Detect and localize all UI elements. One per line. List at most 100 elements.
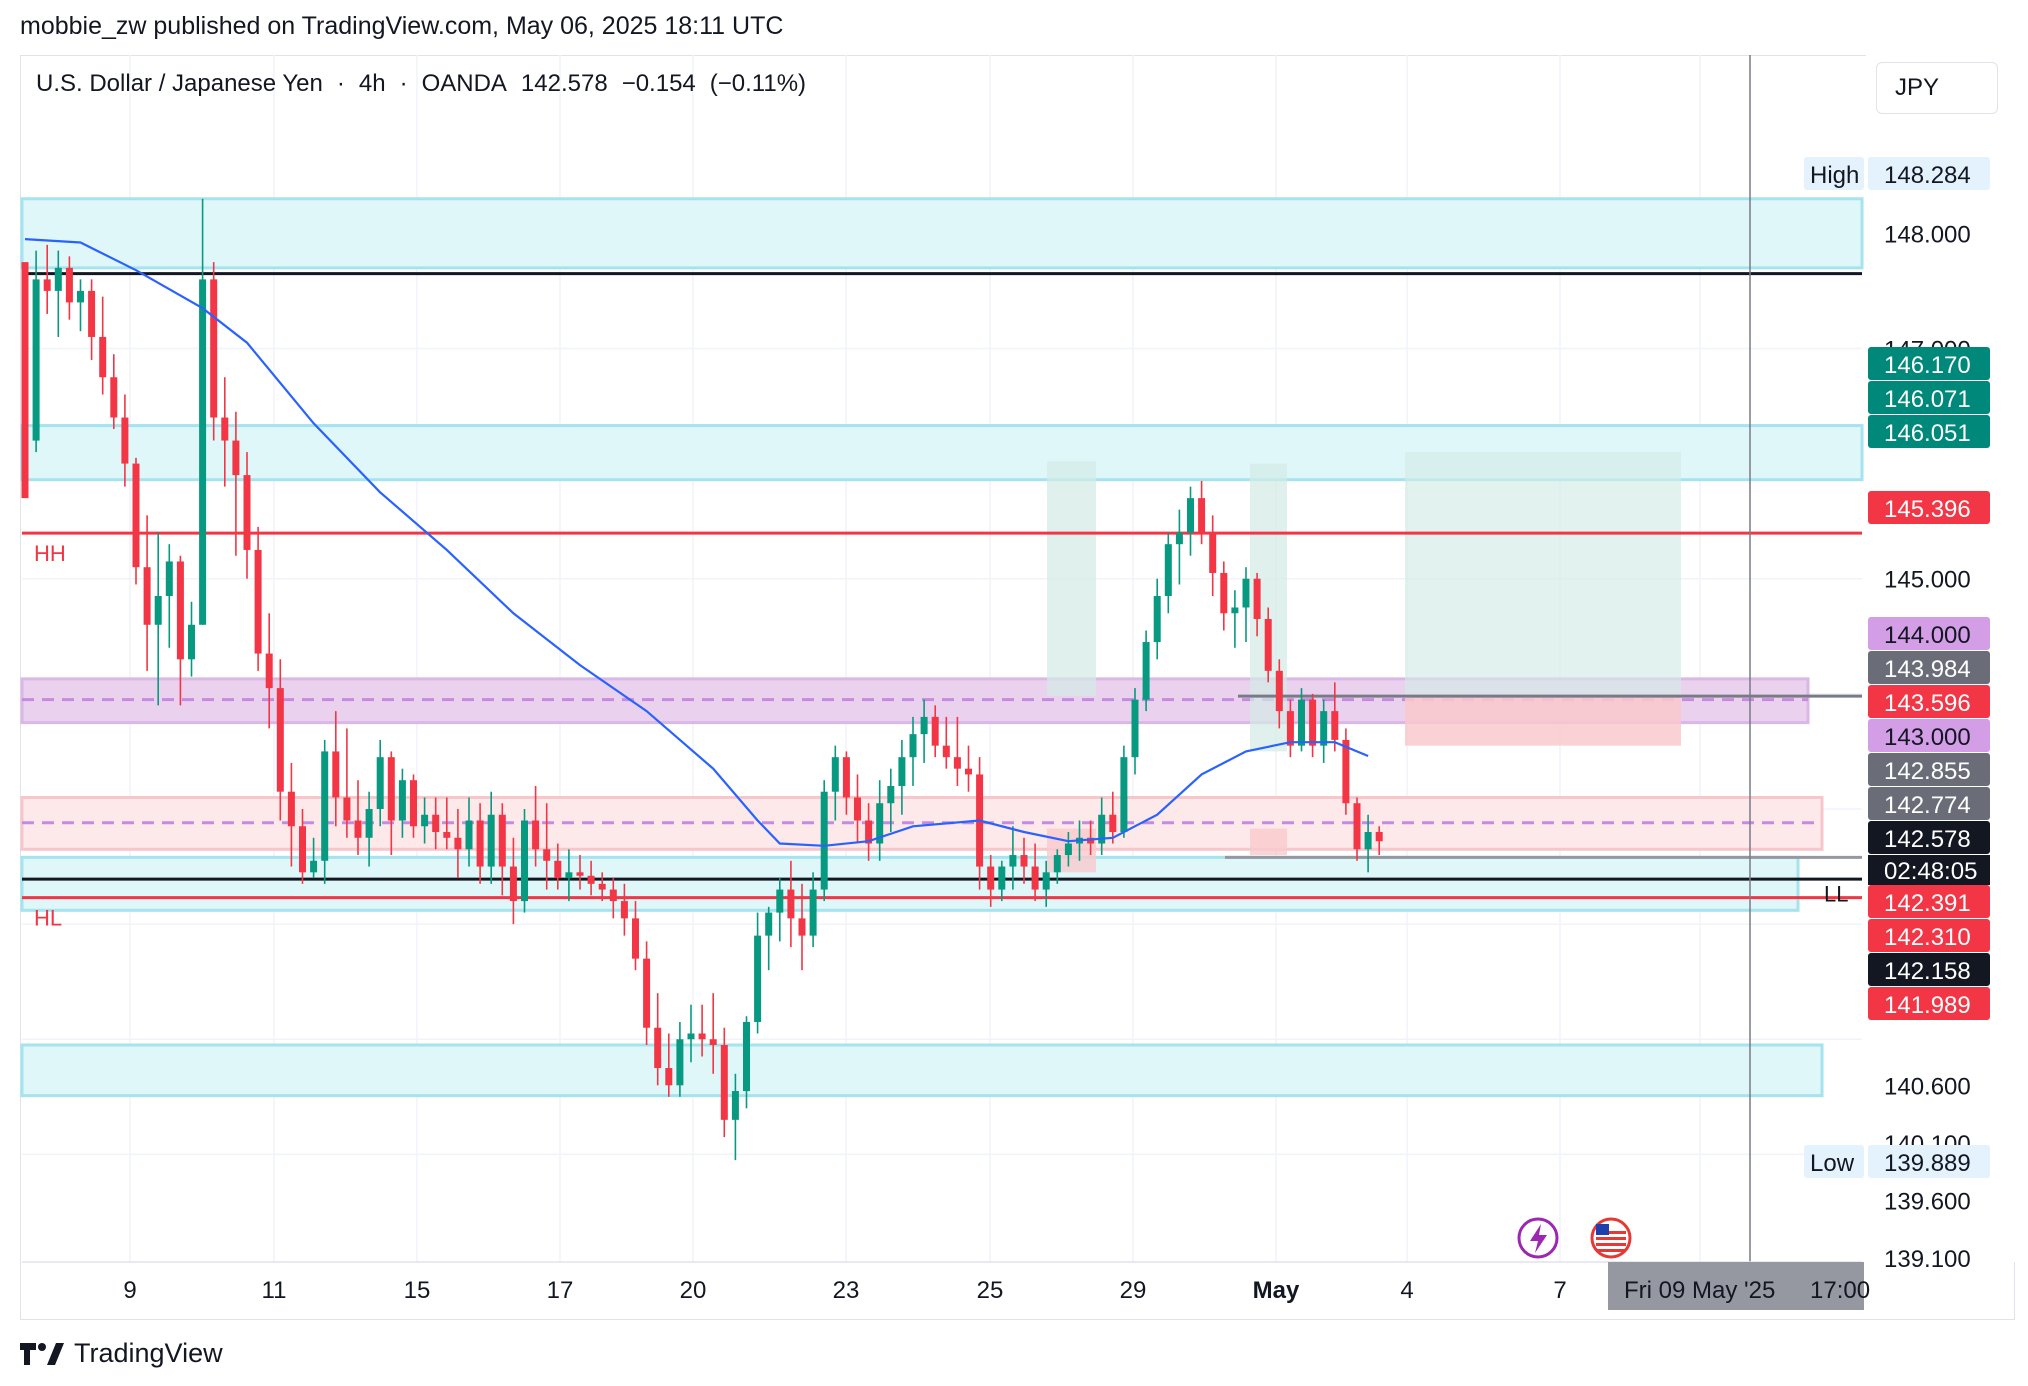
zone-supply-top[interactable] bbox=[20, 197, 1864, 270]
candle-body[interactable] bbox=[842, 757, 850, 798]
candle-body[interactable] bbox=[1220, 572, 1228, 614]
candle-body[interactable] bbox=[199, 279, 207, 625]
candle-body[interactable] bbox=[554, 860, 562, 879]
zone-demand-142[interactable] bbox=[20, 855, 1800, 912]
candle-body[interactable] bbox=[965, 768, 972, 775]
candle-body[interactable] bbox=[609, 889, 617, 902]
candle-body[interactable] bbox=[299, 826, 306, 873]
candle-body[interactable] bbox=[210, 279, 218, 418]
candle-body[interactable] bbox=[687, 1033, 695, 1040]
candle-body[interactable] bbox=[731, 1091, 739, 1120]
tradingview-brand[interactable]: TradingView bbox=[20, 1338, 223, 1369]
candle-body[interactable] bbox=[654, 1027, 662, 1069]
candle-body[interactable] bbox=[343, 797, 351, 821]
candle-body[interactable] bbox=[1275, 670, 1283, 712]
candle-body[interactable] bbox=[443, 832, 451, 838]
candle-body[interactable] bbox=[1331, 711, 1339, 740]
candle-body[interactable] bbox=[887, 785, 895, 804]
candle-body[interactable] bbox=[632, 918, 639, 959]
candle-body[interactable] bbox=[421, 814, 429, 827]
candle-body[interactable] bbox=[21, 262, 29, 499]
long-position-stop-2[interactable] bbox=[1250, 828, 1287, 856]
candle-body[interactable] bbox=[176, 561, 184, 660]
candle-body[interactable] bbox=[1020, 855, 1028, 867]
candle-body[interactable] bbox=[565, 872, 573, 879]
candle-body[interactable] bbox=[587, 875, 595, 884]
candle-body[interactable] bbox=[787, 889, 795, 919]
candle-body[interactable] bbox=[43, 279, 51, 291]
symbol-interval[interactable]: 4h bbox=[358, 70, 386, 97]
candle-body[interactable] bbox=[509, 866, 517, 902]
candle-body[interactable] bbox=[465, 820, 473, 850]
candle-body[interactable] bbox=[432, 814, 440, 833]
candle-body[interactable] bbox=[1164, 544, 1172, 596]
candle-body[interactable] bbox=[1298, 699, 1305, 746]
candle-body[interactable] bbox=[931, 716, 939, 746]
candle-body[interactable] bbox=[232, 440, 240, 476]
candle-body[interactable] bbox=[54, 267, 62, 291]
long-position-target[interactable] bbox=[1047, 461, 1096, 697]
candle-body[interactable] bbox=[165, 561, 173, 596]
candle-body[interactable] bbox=[920, 716, 928, 735]
candle-body[interactable] bbox=[1198, 498, 1206, 533]
candle-body[interactable] bbox=[820, 791, 828, 890]
candle-body[interactable] bbox=[1375, 832, 1383, 842]
candle-body[interactable] bbox=[254, 549, 262, 654]
candle-body[interactable] bbox=[1264, 619, 1272, 671]
candle-body[interactable] bbox=[720, 1045, 728, 1120]
candle-body[interactable] bbox=[543, 849, 551, 861]
candle-body[interactable] bbox=[1153, 595, 1161, 643]
candle-body[interactable] bbox=[1253, 578, 1261, 620]
candle-body[interactable] bbox=[188, 624, 195, 660]
candle-body[interactable] bbox=[1342, 739, 1350, 804]
short-position-target[interactable] bbox=[1405, 452, 1681, 697]
candle-body[interactable] bbox=[287, 791, 295, 827]
candle-body[interactable] bbox=[620, 901, 628, 919]
candle-body[interactable] bbox=[398, 780, 406, 821]
short-position-stop[interactable] bbox=[1405, 696, 1681, 746]
candle-body[interactable] bbox=[1098, 814, 1106, 844]
candle-body[interactable] bbox=[110, 377, 118, 418]
candle-body[interactable] bbox=[354, 820, 362, 838]
candle-body[interactable] bbox=[321, 751, 329, 861]
candle-body[interactable] bbox=[487, 814, 495, 867]
candle-body[interactable] bbox=[1309, 699, 1317, 746]
candle-body[interactable] bbox=[698, 1033, 706, 1040]
candle-body[interactable] bbox=[743, 1021, 750, 1092]
candle-body[interactable] bbox=[1175, 532, 1183, 545]
candle-body[interactable] bbox=[1209, 532, 1217, 573]
candle-body[interactable] bbox=[154, 595, 162, 625]
candle-body[interactable] bbox=[1087, 837, 1095, 844]
candle-body[interactable] bbox=[1120, 757, 1128, 833]
candle-body[interactable] bbox=[265, 653, 273, 689]
candle-body[interactable] bbox=[99, 336, 107, 378]
candle-body[interactable] bbox=[65, 267, 73, 303]
candle-body[interactable] bbox=[1142, 642, 1150, 700]
candle-body[interactable] bbox=[77, 290, 84, 303]
candle-body[interactable] bbox=[1286, 711, 1294, 746]
candle-body[interactable] bbox=[1109, 814, 1117, 833]
candle-body[interactable] bbox=[909, 734, 917, 758]
candle-body[interactable] bbox=[476, 820, 484, 867]
candle-body[interactable] bbox=[387, 757, 395, 821]
candle-body[interactable] bbox=[1053, 855, 1061, 873]
candle-body[interactable] bbox=[121, 417, 129, 464]
candle-body[interactable] bbox=[1364, 832, 1372, 850]
zone-demand-140[interactable] bbox=[20, 1043, 1824, 1098]
candle-body[interactable] bbox=[676, 1039, 684, 1086]
candle-body[interactable] bbox=[953, 757, 961, 769]
candle-body[interactable] bbox=[132, 463, 140, 568]
candle-body[interactable] bbox=[410, 780, 417, 827]
candle-body[interactable] bbox=[1042, 872, 1050, 890]
candle-body[interactable] bbox=[1064, 843, 1072, 856]
symbol-name[interactable]: U.S. Dollar / Japanese Yen bbox=[36, 70, 323, 97]
candle-body[interactable] bbox=[709, 1039, 717, 1046]
candle-body[interactable] bbox=[831, 757, 839, 792]
candle-body[interactable] bbox=[754, 935, 762, 1022]
candle-body[interactable] bbox=[798, 918, 806, 936]
candle-body[interactable] bbox=[332, 751, 340, 798]
candle-body[interactable] bbox=[1320, 711, 1328, 746]
candle-body[interactable] bbox=[1009, 855, 1017, 867]
candle-body[interactable] bbox=[576, 872, 584, 876]
